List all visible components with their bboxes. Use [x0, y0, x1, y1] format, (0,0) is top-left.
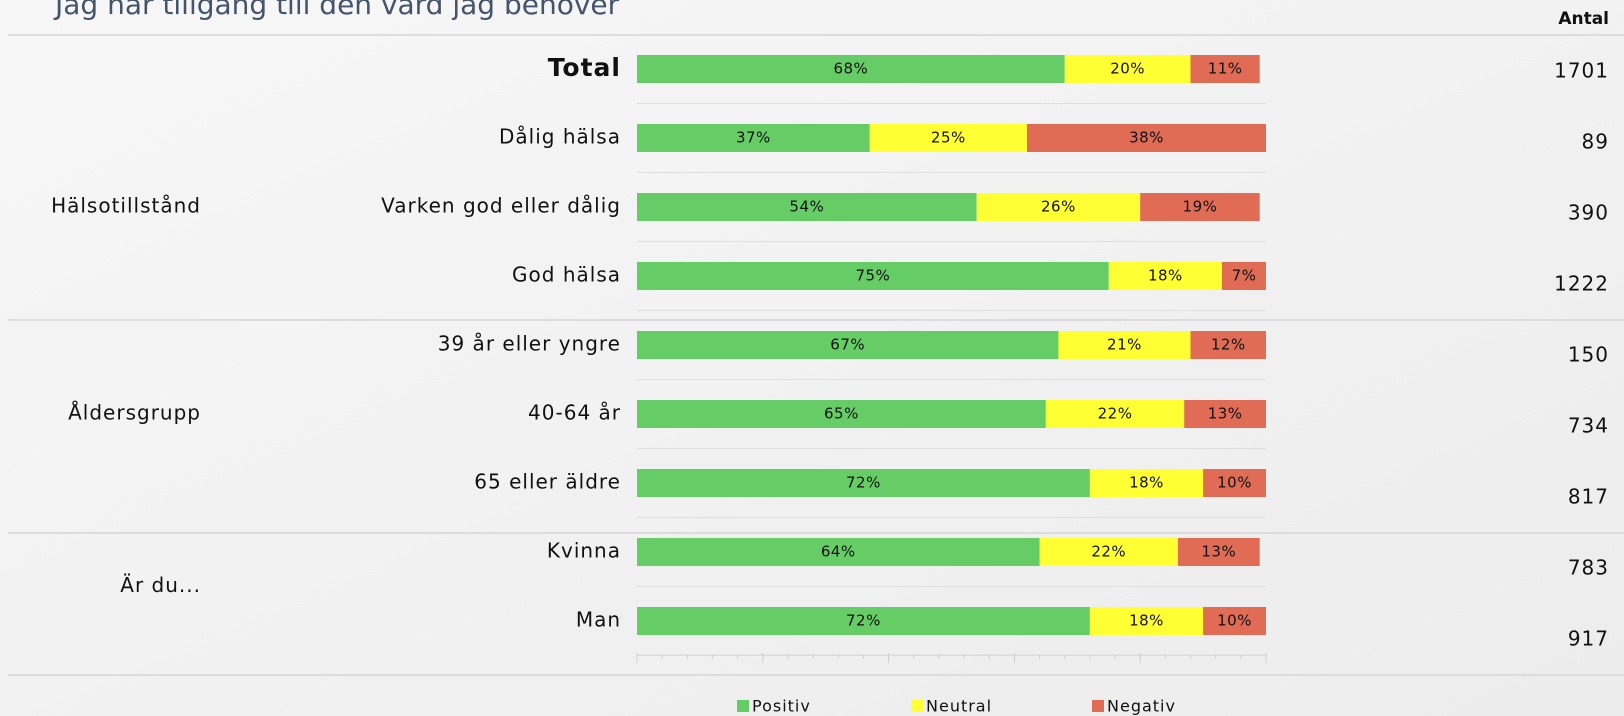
bar-segment [869, 124, 1027, 152]
bar-segment [637, 538, 1040, 566]
bar-segment [1190, 331, 1266, 359]
bar-segment [637, 55, 1065, 83]
category-label: Varken god eller dålig [381, 194, 621, 218]
bar-segment [637, 193, 977, 221]
counts-header: Antal [1558, 9, 1609, 29]
bar-segment [1058, 331, 1191, 359]
bar-segment [1190, 55, 1260, 83]
bar-segment [976, 193, 1141, 221]
count-label: 390 [1568, 201, 1609, 225]
count-label: 734 [1568, 414, 1609, 438]
value-label: 21% [1107, 336, 1142, 354]
bar-segment [637, 124, 870, 152]
value-label: 18% [1148, 267, 1183, 285]
bar-segment [1221, 262, 1266, 290]
legend-swatch [1092, 700, 1104, 712]
category-label: 65 eller äldre [474, 470, 621, 494]
category-label: God hälsa [512, 263, 621, 287]
group-label: Hälsotillstånd [51, 194, 201, 218]
value-label: 25% [931, 129, 966, 147]
group-label: Åldersgrupp [68, 401, 201, 425]
bar-segment [1045, 400, 1185, 428]
value-label: 67% [830, 336, 865, 354]
bar-segment [1089, 607, 1204, 635]
bar-segment [1026, 124, 1266, 152]
value-label: 26% [1041, 198, 1076, 216]
count-label: 1222 [1554, 272, 1609, 296]
legend-label: Positiv [752, 697, 811, 716]
value-label: 13% [1201, 543, 1236, 561]
chart-title: Jag har tillgång till den vård jag behöv… [53, 0, 620, 21]
bar-segment [1177, 538, 1260, 566]
category-label: Kvinna [547, 539, 621, 563]
value-label: 64% [821, 543, 856, 561]
bar-segment [1089, 469, 1204, 497]
bar-segment [1184, 400, 1266, 428]
category-label: 39 år eller yngre [438, 332, 621, 356]
value-label: 22% [1098, 405, 1133, 423]
bar-segment [637, 607, 1090, 635]
legend-label: Negativ [1107, 697, 1176, 716]
bar-segment [1039, 538, 1178, 566]
value-label: 12% [1211, 336, 1246, 354]
group-label: Är du... [120, 573, 201, 597]
category-label: Man [576, 608, 621, 632]
category-label: Dålig hälsa [499, 125, 621, 149]
count-label: 89 [1582, 130, 1609, 154]
category-label: 40-64 år [528, 401, 621, 425]
value-label: 19% [1183, 198, 1218, 216]
bar-segment [1203, 469, 1266, 497]
bar-segment [637, 400, 1046, 428]
value-label: 72% [846, 612, 881, 630]
count-label: 1701 [1554, 59, 1609, 83]
bar-segment [1203, 607, 1266, 635]
value-label: 18% [1129, 612, 1164, 630]
value-label: 54% [789, 198, 824, 216]
value-label: 38% [1129, 129, 1164, 147]
legend-swatch [737, 700, 749, 712]
legend-swatch [911, 700, 923, 712]
legend-label: Neutral [926, 697, 992, 716]
category-label: Total [548, 53, 621, 82]
value-label: 10% [1217, 474, 1252, 492]
count-label: 817 [1568, 485, 1609, 509]
value-label: 20% [1110, 60, 1145, 78]
value-label: 68% [833, 60, 868, 78]
value-label: 10% [1217, 612, 1252, 630]
bar-segment [637, 331, 1059, 359]
value-label: 37% [736, 129, 771, 147]
bar-segment [1108, 262, 1222, 290]
bar-segment [1140, 193, 1260, 221]
bar-segment [1064, 55, 1191, 83]
bar-segment [637, 469, 1090, 497]
value-label: 7% [1232, 267, 1257, 285]
count-label: 150 [1568, 343, 1609, 367]
value-label: 11% [1208, 60, 1243, 78]
value-label: 75% [855, 267, 890, 285]
value-label: 22% [1091, 543, 1126, 561]
count-label: 917 [1568, 627, 1609, 651]
value-label: 18% [1129, 474, 1164, 492]
bar-segment [637, 262, 1109, 290]
count-label: 783 [1568, 556, 1609, 580]
value-label: 72% [846, 474, 881, 492]
value-label: 13% [1208, 405, 1243, 423]
value-label: 65% [824, 405, 859, 423]
